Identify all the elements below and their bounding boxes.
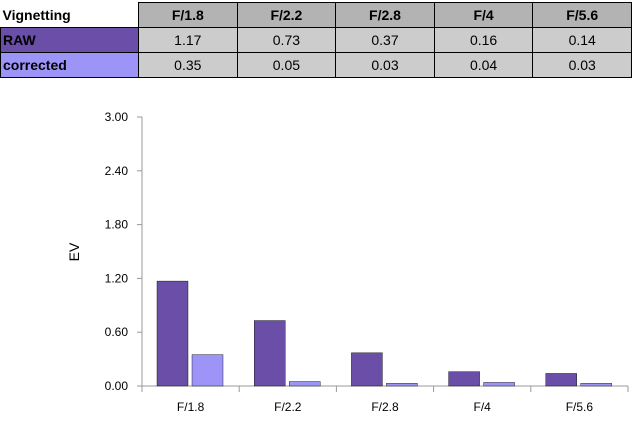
bar-corrected-1	[191, 354, 224, 387]
table-row: RAW 1.17 0.73 0.37 0.16 0.14	[0, 27, 632, 53]
vignetting-table: Vignetting F/1.8 F/2.2 F/2.8 F/4 F/5.6 R…	[0, 2, 632, 78]
bar-corrected-2	[289, 381, 321, 387]
x-tick-label: F/4	[474, 400, 492, 414]
table-cell: 0.35	[138, 52, 238, 78]
y-tick-label: 1.20	[105, 271, 129, 285]
table-cell: 0.14	[532, 27, 632, 53]
y-tick-label: 2.40	[105, 164, 129, 178]
x-tick-label: F/2.2	[274, 400, 302, 414]
bar-corrected-4	[483, 382, 515, 387]
x-tick-label: F/5.6	[566, 400, 594, 414]
y-tick-label: 0.00	[105, 379, 129, 393]
y-tick-label: 0.60	[105, 325, 129, 339]
bar-raw-5	[545, 373, 577, 387]
table-cell: 0.16	[433, 27, 534, 53]
y-tick-label: 1.80	[105, 218, 129, 232]
table-cell: 0.04	[433, 52, 534, 78]
x-tick-label: F/1.8	[177, 400, 205, 414]
row-label-corrected: corrected	[0, 52, 139, 78]
row-label-raw: RAW	[0, 27, 139, 53]
y-axis-label: EV	[66, 242, 82, 261]
table-cell: 0.73	[236, 27, 337, 53]
column-header: F/5.6	[532, 2, 632, 28]
table-header-row: Vignetting F/1.8 F/2.2 F/2.8 F/4 F/5.6	[0, 2, 632, 28]
table-cell: 0.05	[236, 52, 337, 78]
y-tick-label: 3.00	[105, 110, 129, 124]
bar-corrected-5	[580, 383, 612, 387]
bar-raw-2	[253, 320, 286, 387]
x-tick-label: F/2.8	[371, 400, 399, 414]
bar-raw-3	[351, 352, 383, 387]
bar-raw-1	[156, 280, 189, 387]
table-corner-label: Vignetting	[0, 2, 139, 28]
column-header: F/2.2	[236, 2, 337, 28]
table-row: corrected 0.35 0.05 0.03 0.04 0.03	[0, 52, 632, 78]
bar-raw-4	[448, 371, 480, 387]
column-header: F/1.8	[138, 2, 238, 28]
table-cell: 1.17	[138, 27, 238, 53]
bar-corrected-3	[386, 383, 418, 387]
table-cell: 0.03	[532, 52, 632, 78]
